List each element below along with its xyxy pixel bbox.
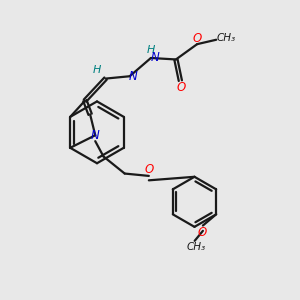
Text: N: N	[91, 129, 100, 142]
Text: CH₃: CH₃	[216, 33, 235, 43]
Text: O: O	[145, 163, 154, 176]
Text: O: O	[193, 32, 202, 45]
Text: CH₃: CH₃	[187, 242, 206, 252]
Text: H: H	[93, 65, 101, 75]
Text: O: O	[176, 81, 186, 94]
Text: H: H	[147, 45, 155, 55]
Text: N: N	[129, 70, 138, 83]
Text: N: N	[150, 51, 159, 64]
Text: O: O	[197, 226, 206, 238]
